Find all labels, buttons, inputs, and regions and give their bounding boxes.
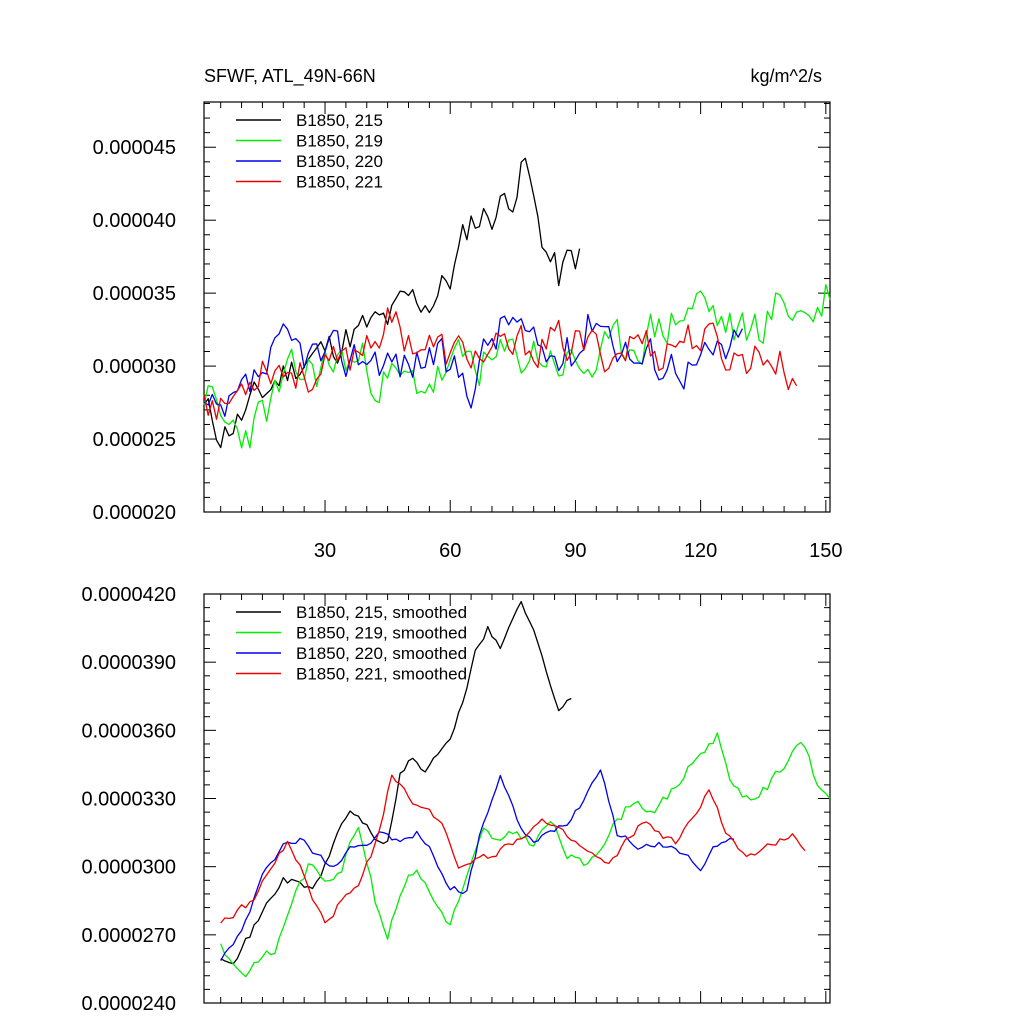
x-tick-label: 30: [314, 540, 336, 562]
y-tick-label: 0.0000420: [81, 584, 176, 606]
legend-label: B1850, 219: [296, 132, 383, 151]
legend-label: B1850, 215: [296, 111, 383, 130]
series-line-1: [220, 600, 572, 965]
y-tick-label: 0.000020: [93, 502, 176, 524]
y-tick-label: 0.000045: [93, 137, 176, 159]
units-label: kg/m^2/s: [751, 66, 822, 86]
y-tick-label: 0.0000390: [81, 652, 176, 674]
legend-label: B1850, 220, smoothed: [296, 644, 467, 663]
series-line-3: [220, 769, 735, 962]
y-tick-label: 0.0000330: [81, 789, 176, 811]
legend-label: B1850, 221, smoothed: [296, 665, 467, 684]
x-tick-label: 150: [809, 540, 842, 562]
x-tick-label: 60: [439, 540, 461, 562]
x-tick-label: 90: [564, 540, 586, 562]
y-tick-label: 0.0000300: [81, 857, 176, 879]
series-line-2: [203, 283, 831, 449]
top-panel: 30 60 90 120 150 0.000020 0.000025 0.000030 0.00…: [93, 101, 843, 562]
y-tick-label: 0.0000240: [81, 993, 176, 1015]
bottom-panel: 0.0000240 0.0000270 0.0000300 0.0000330 0.00…: [81, 584, 831, 1015]
y-tick-label: 0.000035: [93, 283, 176, 305]
legend-label: B1850, 221: [296, 173, 383, 192]
y-tick-label: 0.000025: [93, 429, 176, 451]
legend-label: B1850, 219, smoothed: [296, 624, 467, 643]
series-line-4: [203, 307, 798, 420]
legend-label: B1850, 215, smoothed: [296, 603, 467, 622]
y-tick-label: 0.0000270: [81, 925, 176, 947]
series-line-2: [220, 732, 831, 978]
x-tick-label: 120: [684, 540, 717, 562]
y-tick-label: 0.000040: [93, 210, 176, 232]
series-line-4: [220, 774, 806, 924]
y-tick-label: 0.000030: [93, 356, 176, 378]
series-line-1: [203, 157, 581, 449]
legend-label: B1850, 220: [296, 152, 383, 171]
y-tick-label: 0.0000360: [81, 720, 176, 742]
plot-frame: [203, 101, 831, 513]
chart-title: SFWF, ATL_49N-66N: [204, 66, 376, 87]
